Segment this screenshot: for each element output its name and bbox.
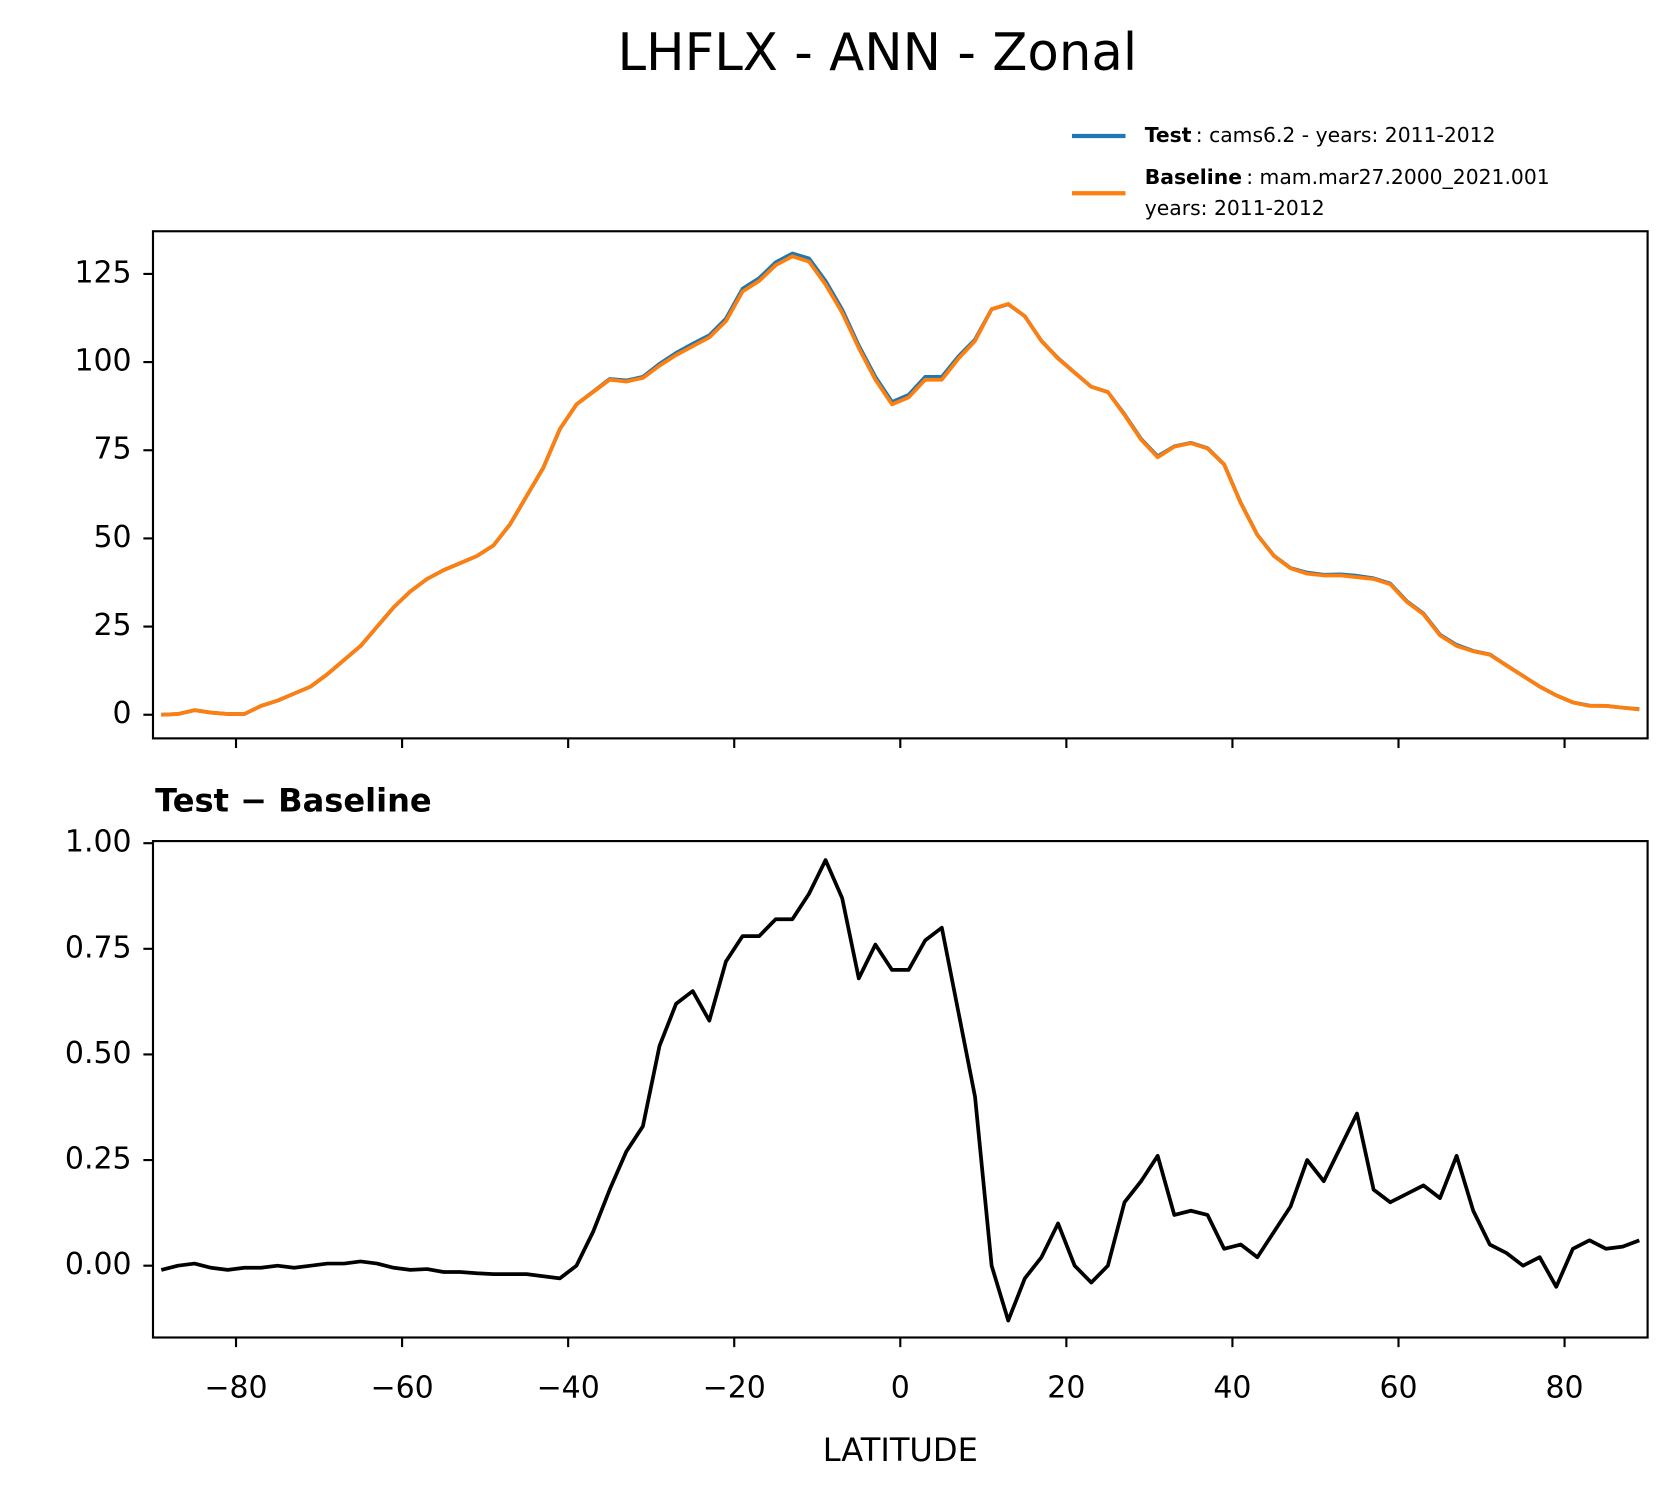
- y-tick-label: 50: [93, 520, 131, 555]
- x-tick-label: 0: [891, 1370, 910, 1405]
- x-tick-label: −40: [537, 1370, 600, 1405]
- x-tick-label: 60: [1379, 1370, 1417, 1405]
- y-tick-label: 0: [113, 696, 132, 731]
- y-tick-label: 25: [93, 608, 131, 643]
- x-tick-label: 80: [1546, 1370, 1584, 1405]
- x-tick-label: −20: [703, 1370, 766, 1405]
- data-line: [160, 858, 1640, 1323]
- axes-frame: [151, 840, 1649, 1339]
- y-tick-label: 0.00: [65, 1247, 132, 1282]
- legend-description: years: 2011-2012: [1145, 196, 1325, 220]
- x-tick-label: 20: [1047, 1370, 1085, 1405]
- data-line: [161, 251, 1640, 717]
- x-tick-label: −60: [370, 1370, 433, 1405]
- axes-frame: [151, 230, 1649, 740]
- y-tick-label: 0.50: [65, 1036, 132, 1071]
- y-tick-label: 0.25: [65, 1142, 132, 1177]
- legend-name: Baseline: [1145, 165, 1242, 189]
- y-tick-label: 0.75: [65, 930, 132, 965]
- x-tick-label: 40: [1213, 1370, 1251, 1405]
- y-tick-label: 1.00: [65, 825, 132, 860]
- legend-description: : cams6.2 - years: 2011-2012: [1196, 123, 1496, 147]
- y-tick-label: 100: [74, 344, 131, 379]
- x-axis-label: LATITUDE: [823, 1431, 978, 1469]
- subplot-title: Test − Baseline: [155, 782, 432, 820]
- legend-entry: Test: cams6.2 - years: 2011-2012: [1145, 123, 1496, 147]
- data-line: [161, 254, 1640, 717]
- legend-description: : mam.mar27.2000_2021.001: [1246, 165, 1549, 190]
- legend-entry: Baseline: mam.mar27.2000_2021.001: [1145, 165, 1550, 190]
- figure-title: LHFLX - ANN - Zonal: [617, 23, 1137, 83]
- legend-name: Test: [1145, 123, 1192, 147]
- plot-area: [161, 251, 1640, 717]
- y-tick-label: 75: [93, 432, 131, 467]
- plot-area: [160, 858, 1640, 1323]
- x-tick-label: −80: [204, 1370, 267, 1405]
- y-tick-label: 125: [74, 255, 131, 290]
